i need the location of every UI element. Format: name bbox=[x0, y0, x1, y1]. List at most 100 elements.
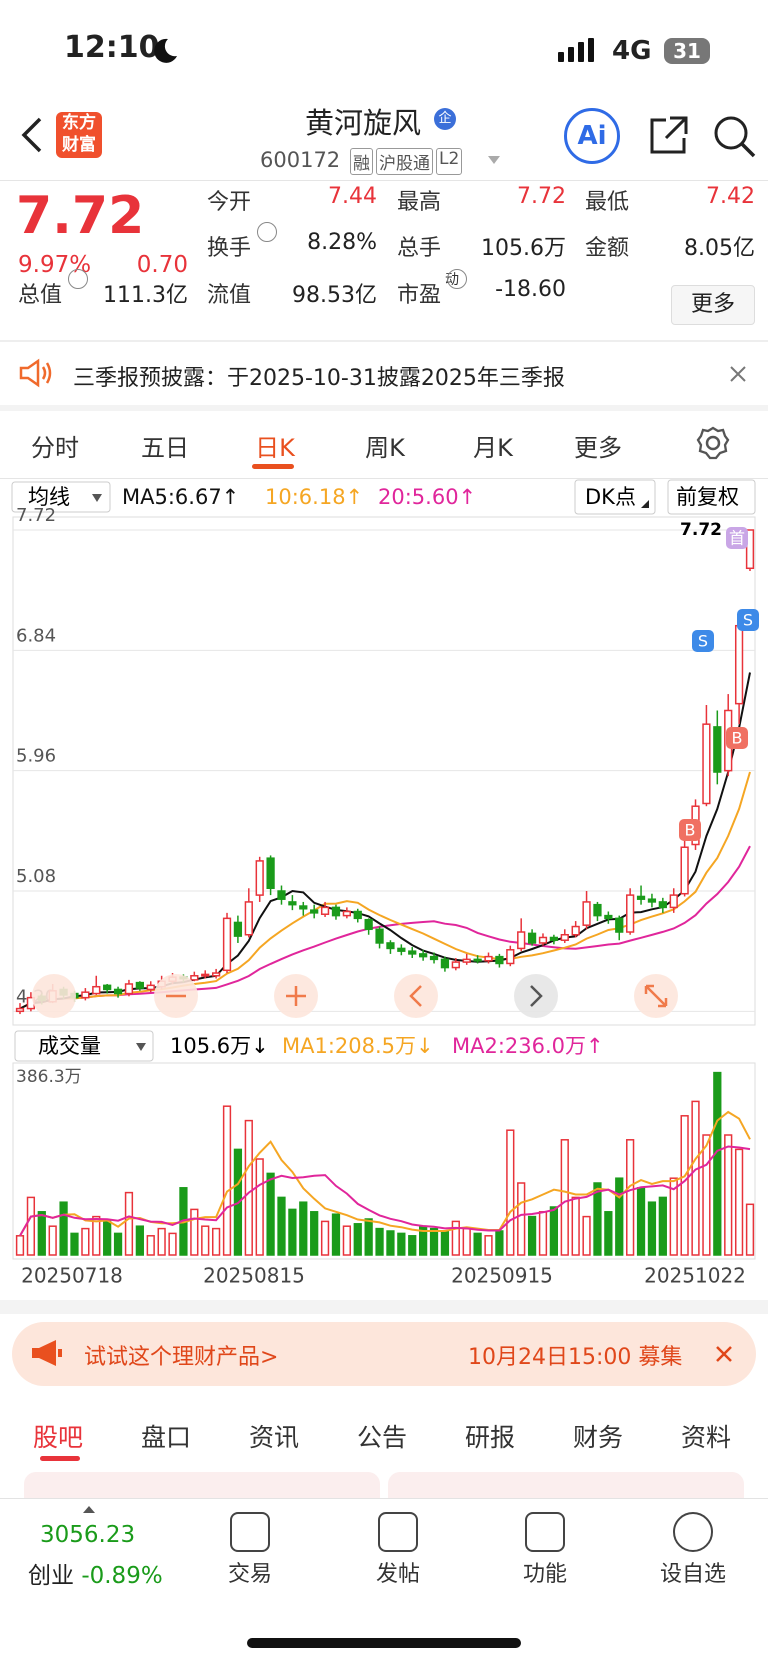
candle-body bbox=[429, 955, 439, 961]
trade-marker[interactable] bbox=[692, 630, 714, 652]
selector-box[interactable] bbox=[11, 481, 111, 513]
info-icon[interactable] bbox=[447, 269, 467, 289]
content-tab[interactable]: 公告 bbox=[356, 1423, 407, 1452]
candle-body bbox=[386, 942, 395, 950]
candle-body bbox=[473, 958, 482, 962]
legend-title: 均线 bbox=[28, 485, 70, 509]
adjust[interactable]: 前复权 bbox=[676, 485, 739, 509]
volume-bar bbox=[92, 1215, 101, 1256]
share[interactable] bbox=[646, 114, 690, 158]
volume-bar bbox=[517, 1182, 526, 1256]
candle-body bbox=[81, 991, 90, 999]
index-line[interactable]: 创业 -0.89% bbox=[28, 1556, 163, 1590]
nav-icon[interactable] bbox=[525, 1512, 565, 1552]
field-value: 7.72 bbox=[517, 184, 566, 209]
index-pct: -0.89% bbox=[81, 1563, 163, 1589]
close[interactable] bbox=[728, 364, 748, 384]
content-tab[interactable]: 盘口 bbox=[140, 1423, 191, 1452]
nav-icon[interactable] bbox=[673, 1512, 713, 1552]
zoom-button[interactable] bbox=[32, 974, 76, 1018]
trade-marker[interactable] bbox=[737, 609, 759, 631]
logo[interactable]: 东方 财富 bbox=[56, 112, 102, 158]
nav-label[interactable]: 交易 bbox=[227, 1562, 272, 1587]
trade-marker[interactable] bbox=[726, 527, 748, 549]
ad-banner[interactable] bbox=[12, 1322, 756, 1386]
candle-body bbox=[658, 901, 667, 909]
zoom-icon bbox=[409, 985, 422, 1007]
selector-box[interactable] bbox=[667, 479, 756, 515]
volume-bar bbox=[320, 1220, 330, 1256]
volume-bar bbox=[103, 1220, 112, 1256]
volume-bar bbox=[691, 1100, 700, 1256]
zoom-button[interactable] bbox=[394, 974, 438, 1018]
nav-icon[interactable] bbox=[378, 1512, 418, 1552]
nav-label[interactable]: 发帖 bbox=[375, 1562, 420, 1587]
index-value[interactable]: 3056.23 bbox=[40, 1522, 136, 1548]
volume-bar bbox=[135, 1225, 144, 1256]
content-tab[interactable]: 资讯 bbox=[248, 1423, 299, 1452]
dropdown[interactable] bbox=[486, 154, 502, 166]
tab[interactable]: 月K bbox=[473, 434, 513, 462]
volume-bar bbox=[364, 1218, 373, 1256]
content-tab[interactable]: 财务 bbox=[572, 1423, 623, 1452]
candle-body bbox=[375, 928, 384, 944]
search[interactable] bbox=[712, 114, 758, 160]
nav-label[interactable]: 功能 bbox=[522, 1562, 567, 1587]
selector-box[interactable] bbox=[574, 479, 656, 515]
ai-button[interactable]: Ai bbox=[564, 108, 620, 164]
candle-body bbox=[288, 901, 297, 906]
more-button[interactable]: 更多 bbox=[671, 285, 755, 325]
candle-body bbox=[113, 988, 123, 995]
nav-label[interactable]: 设自选 bbox=[659, 1562, 726, 1587]
volume-bar bbox=[113, 1232, 123, 1256]
selector-box[interactable] bbox=[14, 1030, 154, 1062]
field-value: 8.28% bbox=[307, 230, 377, 255]
change: 0.70 bbox=[136, 252, 188, 278]
volume-bar bbox=[375, 1227, 384, 1256]
ma-legend: 20:5.60↑ bbox=[378, 485, 476, 509]
candle-body bbox=[15, 1007, 25, 1013]
tab[interactable]: 更多 bbox=[574, 434, 622, 462]
vol-ma2-line bbox=[19, 1145, 751, 1237]
index-name: 创业 bbox=[28, 1563, 74, 1589]
volume-bar bbox=[244, 1119, 253, 1256]
candle-body bbox=[342, 910, 351, 917]
back[interactable] bbox=[18, 115, 48, 155]
info-icon[interactable] bbox=[68, 269, 88, 289]
volume-bar bbox=[211, 1227, 221, 1256]
tab[interactable]: 五日 bbox=[141, 434, 189, 462]
volume-bar bbox=[527, 1215, 537, 1256]
candle-body bbox=[571, 925, 580, 936]
megaphone bbox=[32, 1340, 62, 1366]
volume-bar bbox=[124, 1191, 134, 1256]
info-icon[interactable] bbox=[257, 222, 277, 242]
tab[interactable]: 分时 bbox=[31, 434, 79, 462]
notice[interactable]: 三季报预披露：于2025-10-31披露2025年三季报 bbox=[73, 366, 565, 391]
candle-body bbox=[201, 973, 210, 977]
nav-icon[interactable] bbox=[230, 1512, 270, 1552]
zoom-button[interactable] bbox=[514, 974, 558, 1018]
signal bbox=[558, 38, 594, 62]
speaker bbox=[19, 358, 52, 388]
field-label: 换手 bbox=[207, 236, 252, 261]
volume-bar bbox=[15, 1235, 25, 1256]
tab[interactable]: 周K bbox=[365, 434, 405, 462]
trade-marker[interactable] bbox=[679, 819, 701, 841]
candle-body bbox=[484, 955, 493, 962]
tab[interactable]: 日K bbox=[255, 434, 295, 462]
candle-body bbox=[440, 958, 450, 969]
volume-bar bbox=[734, 1148, 744, 1256]
trade-marker[interactable] bbox=[726, 727, 748, 749]
volume-bar bbox=[59, 1201, 68, 1256]
content-tab[interactable]: 股吧 bbox=[32, 1423, 83, 1452]
content-tab[interactable]: 研报 bbox=[464, 1423, 515, 1452]
volume-bar bbox=[451, 1220, 460, 1256]
settings[interactable] bbox=[696, 426, 730, 460]
tab-underline bbox=[252, 464, 294, 469]
field-label: 金额 bbox=[585, 236, 630, 261]
dk[interactable]: DK点 bbox=[585, 485, 636, 509]
close[interactable] bbox=[714, 1344, 734, 1364]
content-tab[interactable]: 资料 bbox=[680, 1423, 731, 1452]
field-label: 最低 bbox=[585, 190, 630, 215]
home-indicator bbox=[247, 1638, 521, 1648]
